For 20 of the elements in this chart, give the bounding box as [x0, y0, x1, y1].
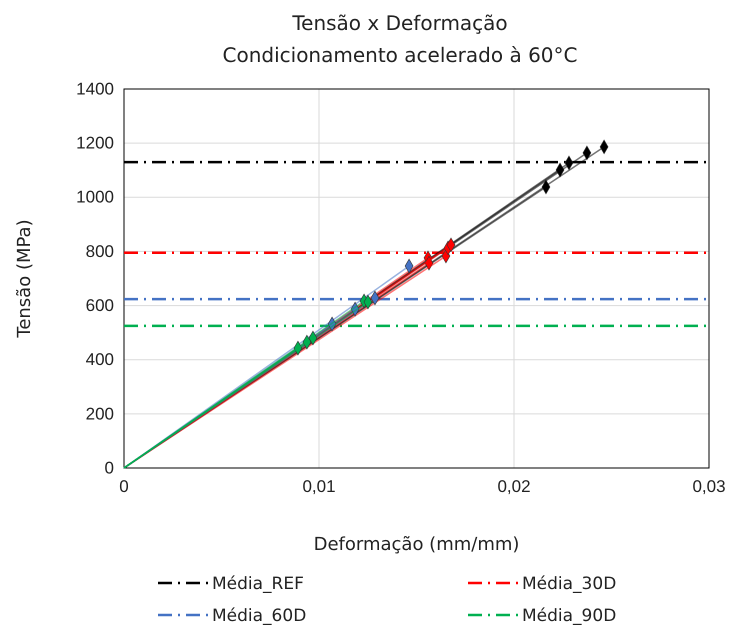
legend-label: Média_30D: [522, 574, 616, 594]
chart-subtitle: Condicionamento acelerado à 60°C: [222, 43, 578, 67]
y-tick-label: 800: [86, 242, 114, 261]
y-tick-label: 600: [86, 296, 114, 316]
y-tick-label: 200: [86, 404, 114, 424]
legend-label: Média_60D: [212, 606, 306, 626]
x-tick-label: 0: [119, 477, 129, 496]
x-tick-label: 0,03: [692, 477, 726, 496]
chart-title: Tensão x Deformação: [291, 11, 508, 35]
x-axis-title: Deformação (mm/mm): [314, 534, 520, 555]
x-tick-label: 0,02: [497, 477, 531, 496]
y-tick-label: 1200: [76, 134, 114, 153]
legend-label: Média_REF: [212, 574, 304, 594]
y-tick-label: 1000: [76, 188, 114, 207]
x-tick-label: 0,01: [302, 477, 336, 496]
y-tick-label: 0: [104, 458, 114, 478]
y-axis-title: Tensão (MPa): [14, 219, 35, 339]
legend-label: Média_90D: [522, 606, 616, 626]
y-tick-label: 1400: [76, 79, 114, 98]
y-tick-label: 400: [86, 350, 114, 370]
